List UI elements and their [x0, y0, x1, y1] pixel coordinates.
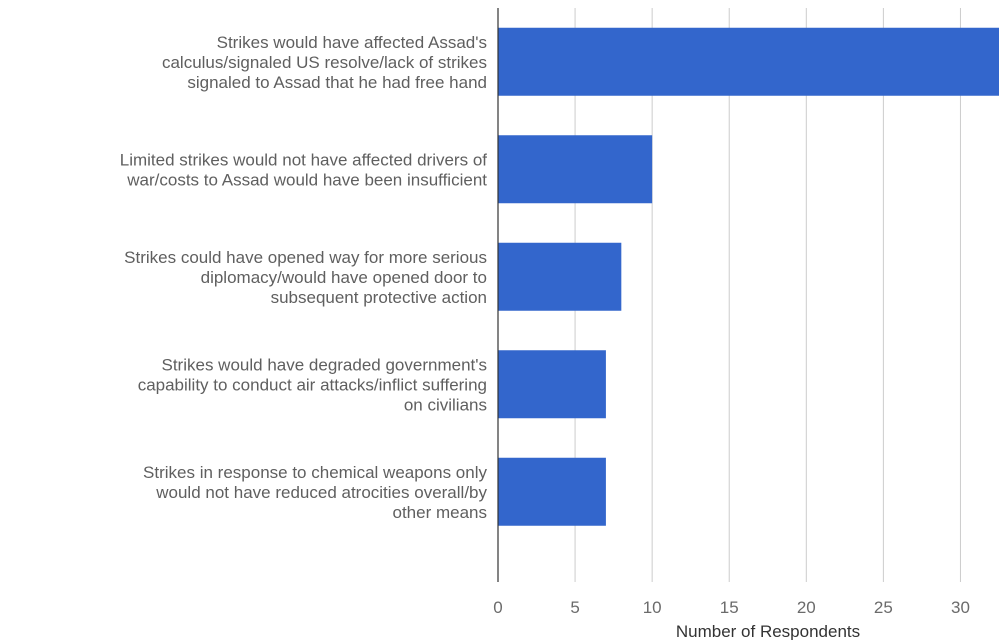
category-label-line: subsequent protective action: [271, 288, 487, 307]
category-label-line: Strikes would have degraded government's: [162, 355, 488, 374]
x-axis-title: Number of Respondents: [676, 622, 860, 640]
x-tick-label: 30: [951, 598, 970, 617]
category-label: Strikes could have opened way for more s…: [124, 248, 487, 307]
bar: [498, 135, 653, 204]
bar: [498, 242, 622, 311]
category-label-line: Strikes would have affected Assad's: [217, 33, 487, 52]
category-label-line: capability to conduct air attacks/inflic…: [138, 375, 487, 394]
category-label-line: on civilians: [404, 395, 487, 414]
bars: [498, 27, 999, 526]
x-tick-label: 15: [720, 598, 739, 617]
category-label: Limited strikes would not have affected …: [120, 150, 488, 189]
category-label-line: war/costs to Assad would have been insuf…: [126, 170, 487, 189]
bar: [498, 27, 999, 96]
category-label-line: would not have reduced atrocities overal…: [155, 483, 487, 502]
category-label-line: Limited strikes would not have affected …: [120, 150, 488, 169]
x-tick-label: 5: [570, 598, 579, 617]
category-label-line: Strikes in response to chemical weapons …: [143, 463, 487, 482]
tick-labels: 0 5 10 15 20 25 30: [493, 598, 970, 617]
category-label-line: signaled to Assad that he had free hand: [187, 73, 487, 92]
category-label-line: Strikes could have opened way for more s…: [124, 248, 487, 267]
category-label: Strikes in response to chemical weapons …: [143, 463, 487, 522]
category-label-line: diplomacy/would have opened door to: [201, 268, 487, 287]
category-label-line: other means: [393, 503, 488, 522]
bar: [498, 350, 606, 419]
x-tick-label: 20: [797, 598, 816, 617]
category-labels: Strikes would have affected Assad's calcu…: [120, 33, 488, 522]
x-tick-label: 25: [874, 598, 893, 617]
category-label: Strikes would have degraded government's…: [138, 355, 487, 414]
bar: [498, 457, 606, 526]
category-label: Strikes would have affected Assad's calcu…: [162, 33, 487, 92]
x-tick-label: 10: [643, 598, 662, 617]
category-label-line: calculus/signaled US resolve/lack of str…: [162, 53, 487, 72]
x-tick-label: 0: [493, 598, 502, 617]
